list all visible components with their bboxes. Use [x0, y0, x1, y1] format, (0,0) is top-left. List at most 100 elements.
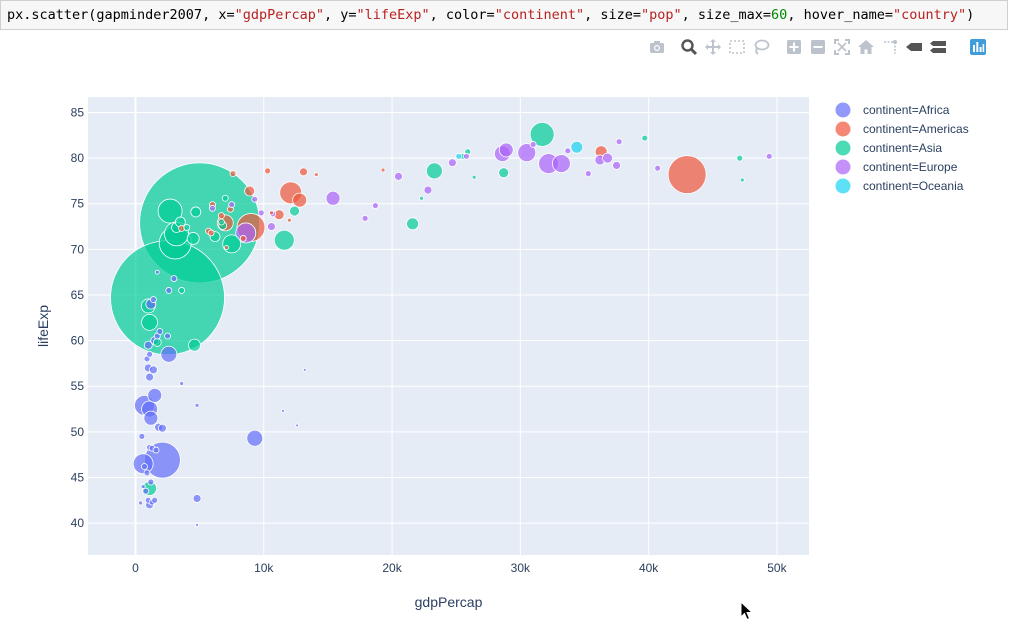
zoom-icon[interactable]: [680, 38, 698, 56]
data-point: [584, 170, 592, 178]
data-point: [498, 142, 514, 158]
data-point: [228, 201, 236, 209]
code-text: , hover_name=: [787, 7, 893, 23]
data-point: [154, 269, 160, 275]
data-point: [192, 494, 202, 503]
y-tick-label: 55: [71, 379, 85, 393]
code-text: px.scatter(gapminder2007, x=: [7, 7, 235, 23]
data-point: [183, 224, 191, 231]
x-tick-label: 0: [132, 561, 139, 575]
data-point: [267, 222, 276, 231]
box-select-icon[interactable]: [728, 38, 746, 56]
spike-lines-icon[interactable]: [881, 38, 899, 56]
data-point: [739, 177, 745, 183]
y-tick-label: 65: [71, 288, 85, 302]
data-point: [147, 478, 155, 486]
data-point: [160, 345, 178, 363]
data-point: [406, 217, 419, 231]
x-axis-title: gdpPercap: [415, 594, 483, 610]
y-axis-title: lifeExp: [35, 305, 51, 347]
data-point: [145, 372, 154, 382]
data-point: [138, 432, 146, 440]
data-point: [295, 423, 300, 428]
data-point: [170, 275, 178, 282]
plotly-logo-icon[interactable]: [969, 38, 987, 56]
data-point: [165, 287, 173, 294]
data-point: [529, 122, 555, 147]
y-tick-label: 45: [71, 470, 85, 484]
legend-label: continent=Asia: [863, 141, 942, 155]
code-string-y: "lifeExp": [356, 7, 430, 23]
data-point: [765, 152, 773, 160]
y-tick-label: 80: [71, 151, 85, 165]
x-tick-label: 50k: [767, 561, 787, 575]
data-point: [229, 170, 237, 178]
data-point: [140, 484, 146, 489]
hover-closest-icon[interactable]: [905, 38, 923, 56]
data-point: [281, 408, 285, 413]
autoscale-icon[interactable]: [833, 38, 851, 56]
data-point: [246, 429, 264, 447]
code-text: , color=: [429, 7, 495, 23]
y-tick-label: 70: [71, 242, 85, 256]
data-point: [423, 185, 433, 195]
code-string-x: "gdpPercap": [234, 7, 324, 23]
data-point: [371, 202, 379, 209]
data-point: [221, 194, 229, 202]
data-point: [736, 154, 744, 162]
data-point: [149, 365, 158, 375]
y-tick-label: 50: [71, 425, 85, 439]
data-point: [313, 172, 319, 177]
zoom-in-icon[interactable]: [785, 38, 803, 56]
data-point: [667, 155, 707, 194]
code-text: , size=: [584, 7, 641, 23]
x-tick-label: 30k: [511, 561, 531, 575]
data-point: [564, 147, 572, 155]
camera-icon[interactable]: [648, 38, 666, 56]
data-point: [498, 167, 510, 179]
x-tick-label: 10k: [254, 561, 274, 575]
lasso-icon[interactable]: [752, 38, 770, 56]
x-tick-label: 20k: [382, 561, 402, 575]
data-point: [157, 198, 183, 224]
legend-marker: [835, 140, 851, 156]
data-point: [138, 500, 143, 506]
data-point: [602, 152, 613, 164]
hover-compare-icon[interactable]: [929, 38, 947, 56]
data-point: [570, 140, 584, 154]
data-point: [292, 192, 308, 208]
mouse-cursor-icon: [740, 601, 754, 621]
data-point: [471, 174, 477, 180]
data-point: [289, 205, 300, 217]
code-string-color: "continent": [494, 7, 585, 23]
data-point: [143, 469, 151, 477]
data-point: [269, 210, 274, 216]
data-point: [207, 229, 215, 237]
data-point: [529, 141, 537, 148]
code-text: ): [966, 7, 975, 23]
data-point: [152, 446, 160, 454]
data-point: [186, 232, 200, 245]
data-point: [142, 487, 150, 495]
legend-marker: [835, 178, 851, 194]
code-cell[interactable]: px.scatter(gapminder2007, x="gdpPercap",…: [0, 0, 1008, 30]
data-point: [218, 218, 225, 226]
data-point: [194, 402, 200, 408]
code-text: , size_max=: [681, 7, 772, 23]
data-point: [325, 190, 341, 206]
legend-label: continent=Oceania: [863, 179, 964, 193]
home-icon[interactable]: [857, 38, 875, 56]
data-point: [224, 245, 229, 250]
pan-icon[interactable]: [704, 38, 722, 56]
data-point: [615, 138, 623, 146]
data-point: [141, 313, 158, 331]
modebar: [647, 38, 992, 58]
y-tick-label: 85: [71, 106, 85, 120]
y-tick-label: 60: [71, 334, 85, 348]
zoom-out-icon[interactable]: [809, 38, 827, 56]
data-point: [164, 332, 171, 340]
data-point: [244, 185, 256, 197]
data-point: [287, 217, 292, 223]
data-point: [380, 167, 386, 173]
